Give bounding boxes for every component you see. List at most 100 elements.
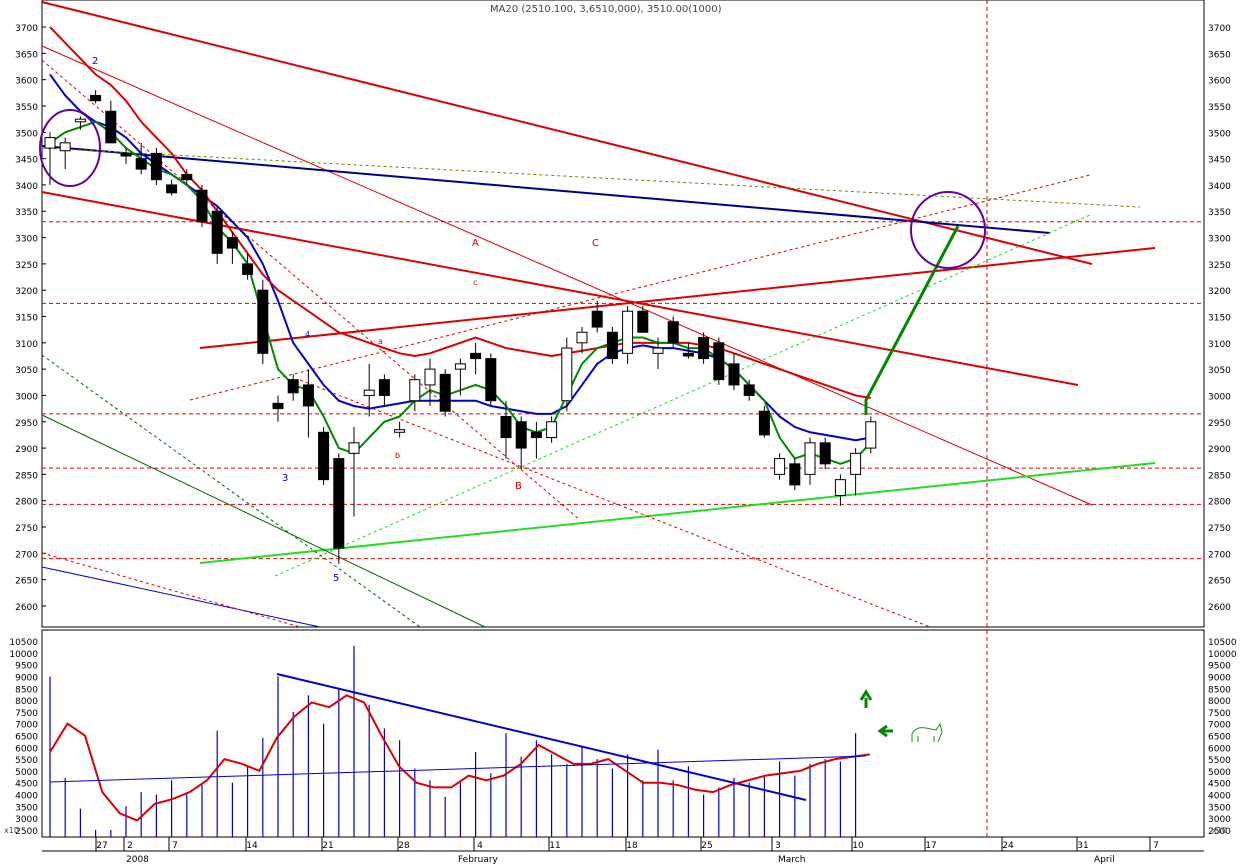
price-tick-right-2700: 2700 xyxy=(1208,550,1231,560)
candle-body-5 xyxy=(120,152,132,157)
price-tick-right-3100: 3100 xyxy=(1208,340,1231,350)
trend-blue xyxy=(41,145,1051,234)
date-tick-13: 24 xyxy=(1002,841,1014,851)
price-tick-left-3700: 3700 xyxy=(15,24,38,34)
volume-tick-right-6000: 6000 xyxy=(1208,744,1231,754)
price-tick-left-3600: 3600 xyxy=(15,77,38,87)
candle-body-44 xyxy=(713,342,725,381)
candle-body-6 xyxy=(135,158,147,170)
volume-scale-tag-right: x10 xyxy=(1212,826,1227,835)
date-tick-4: 21 xyxy=(322,841,333,851)
candle-body-0 xyxy=(44,137,56,149)
wave-label-b: b xyxy=(395,451,401,460)
candle-body-32 xyxy=(530,431,542,439)
price-tick-right-3600: 3600 xyxy=(1208,77,1231,87)
candle-body-21 xyxy=(363,389,375,396)
volume-tick-left-7000: 7000 xyxy=(15,721,38,731)
candle-body-36 xyxy=(591,310,603,328)
month-label-2: March xyxy=(778,855,805,864)
candle-body-28 xyxy=(470,352,482,360)
price-tick-left-2600: 2600 xyxy=(15,603,38,613)
candle-body-12 xyxy=(226,237,238,249)
candle-body-29 xyxy=(485,358,497,402)
price-tick-left-3450: 3450 xyxy=(15,156,38,166)
volume-tick-right-5000: 5000 xyxy=(1208,768,1231,778)
date-tick-7: 11 xyxy=(549,841,560,851)
volume-tick-left-4500: 4500 xyxy=(15,780,38,790)
forecast-projection-line xyxy=(864,225,960,415)
series-lines xyxy=(49,26,872,465)
price-tick-right-2600: 2600 xyxy=(1208,603,1231,613)
price-tick-right-3250: 3250 xyxy=(1208,261,1231,271)
candle-body-35 xyxy=(576,331,588,344)
candle-body-54 xyxy=(865,421,877,449)
price-tick-right-3700: 3700 xyxy=(1208,24,1231,34)
price-tick-right-3350: 3350 xyxy=(1208,208,1231,218)
date-tick-11: 10 xyxy=(852,841,864,851)
volume-tick-right-4500: 4500 xyxy=(1208,780,1231,790)
candle-body-27 xyxy=(454,363,466,370)
candle-body-45 xyxy=(728,363,740,386)
price-tick-right-3550: 3550 xyxy=(1208,103,1231,113)
volume-base-trend xyxy=(49,755,867,783)
trend-red-thin xyxy=(41,45,1093,506)
volume-tick-left-3500: 3500 xyxy=(15,803,38,813)
trend-green-diag-dotted xyxy=(41,354,421,628)
volume-tick-right-3500: 3500 xyxy=(1208,803,1231,813)
price-tick-right-3050: 3050 xyxy=(1208,366,1231,376)
candle-body-33 xyxy=(546,421,558,439)
date-tick-9: 25 xyxy=(701,841,712,851)
candle-body-43 xyxy=(698,337,710,360)
volume-tick-left-8500: 8500 xyxy=(15,685,38,695)
date-tick-5: 28 xyxy=(398,841,410,851)
price-tick-left-3100: 3100 xyxy=(15,340,38,350)
candle-body-41 xyxy=(667,321,679,344)
volume-ma-line xyxy=(49,694,871,822)
date-tick-1: 2 xyxy=(127,841,133,851)
date-tick-12: 17 xyxy=(925,841,936,851)
ma-line-1 xyxy=(49,26,871,400)
candle-body-16 xyxy=(287,379,299,394)
price-tick-right-3000: 3000 xyxy=(1208,392,1231,402)
trend-green-low xyxy=(41,414,486,628)
volume-tick-left-4000: 4000 xyxy=(15,792,38,802)
volume-downtrend-line xyxy=(276,673,807,801)
volume-tick-right-9000: 9000 xyxy=(1208,673,1231,683)
trend-blue-low xyxy=(41,566,321,628)
trend-red-rising xyxy=(199,247,1156,349)
candle-body-17 xyxy=(302,384,314,407)
price-tick-right-3150: 3150 xyxy=(1208,314,1231,324)
candle-body-31 xyxy=(515,421,527,449)
wave-label-5: 5 xyxy=(333,573,340,584)
volume-tick-left-6500: 6500 xyxy=(15,733,38,743)
volume-tick-right-8500: 8500 xyxy=(1208,685,1231,695)
volume-tick-left-10500: 10500 xyxy=(9,638,38,648)
trend-lime-support xyxy=(199,462,1156,564)
circle-annotation-right xyxy=(910,191,986,269)
price-tick-left-3150: 3150 xyxy=(15,314,38,324)
left-arrow-icon xyxy=(877,724,893,738)
price-tick-right-3650: 3650 xyxy=(1208,50,1231,60)
wave-label-4: 4 xyxy=(305,330,311,339)
trend-red-upper xyxy=(41,1,1093,265)
date-tick-3: 14 xyxy=(246,841,258,851)
candle-body-39 xyxy=(637,310,649,333)
date-tick-0: 27 xyxy=(96,841,107,851)
date-tick-15: 7 xyxy=(1153,841,1159,851)
wave-label-a: a xyxy=(378,337,383,346)
wave-label-3: 3 xyxy=(282,473,289,484)
candle-body-7 xyxy=(150,152,162,181)
volume-tick-left-6000: 6000 xyxy=(15,744,38,754)
volume-tick-right-8000: 8000 xyxy=(1208,697,1231,707)
price-tick-left-3500: 3500 xyxy=(15,129,38,139)
volume-tick-right-3000: 3000 xyxy=(1208,815,1231,825)
volume-tick-right-5500: 5500 xyxy=(1208,756,1231,766)
price-tick-left-3350: 3350 xyxy=(15,208,38,218)
volume-tick-left-8000: 8000 xyxy=(15,697,38,707)
candle-body-47 xyxy=(758,410,770,436)
price-tick-right-3500: 3500 xyxy=(1208,129,1231,139)
candle-body-19 xyxy=(333,458,345,549)
